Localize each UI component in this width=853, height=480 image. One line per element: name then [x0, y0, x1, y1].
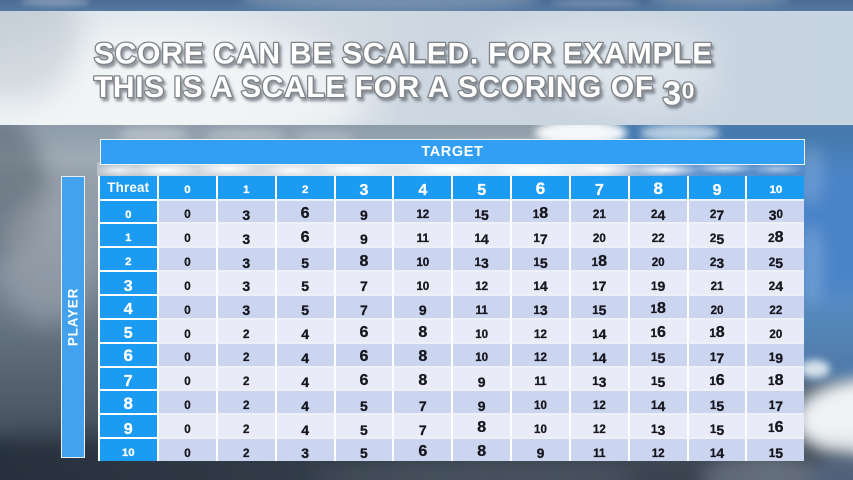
svg-text:THIS IS A SCALE FOR A SCORING: THIS IS A SCALE FOR A SCORING OF 30	[94, 71, 695, 112]
svg-text:SCORE CAN BE SCALED. FOR EXAMP: SCORE CAN BE SCALED. FOR EXAMPLE	[94, 38, 713, 71]
